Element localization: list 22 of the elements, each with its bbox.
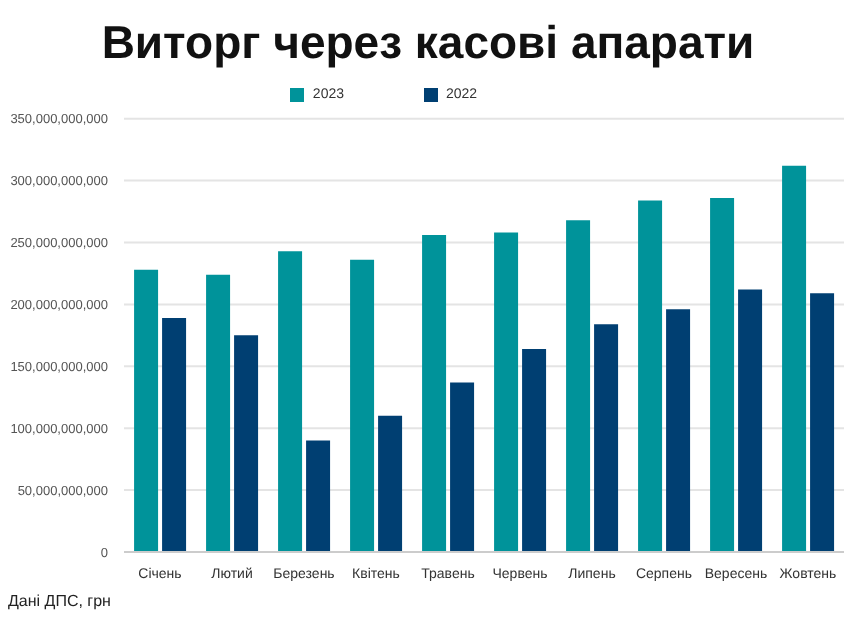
text: Дані ДПС, грн <box>8 592 111 610</box>
bar <box>810 293 835 552</box>
bar <box>782 165 807 552</box>
bar <box>522 348 547 552</box>
bar <box>494 232 519 552</box>
bar <box>422 235 447 552</box>
bar <box>710 197 735 552</box>
bar <box>306 440 331 552</box>
bar <box>638 200 663 552</box>
bar <box>134 269 159 552</box>
chart-title: Виторг через касові апарати <box>99 16 757 70</box>
bar <box>738 289 763 552</box>
bar <box>378 415 403 552</box>
bar <box>162 318 187 552</box>
bar <box>234 335 259 552</box>
bar <box>278 251 303 552</box>
bar <box>594 324 619 552</box>
bar <box>350 259 375 552</box>
bar <box>666 309 691 552</box>
bar <box>206 274 231 552</box>
bar <box>450 382 475 552</box>
bar <box>566 220 591 552</box>
